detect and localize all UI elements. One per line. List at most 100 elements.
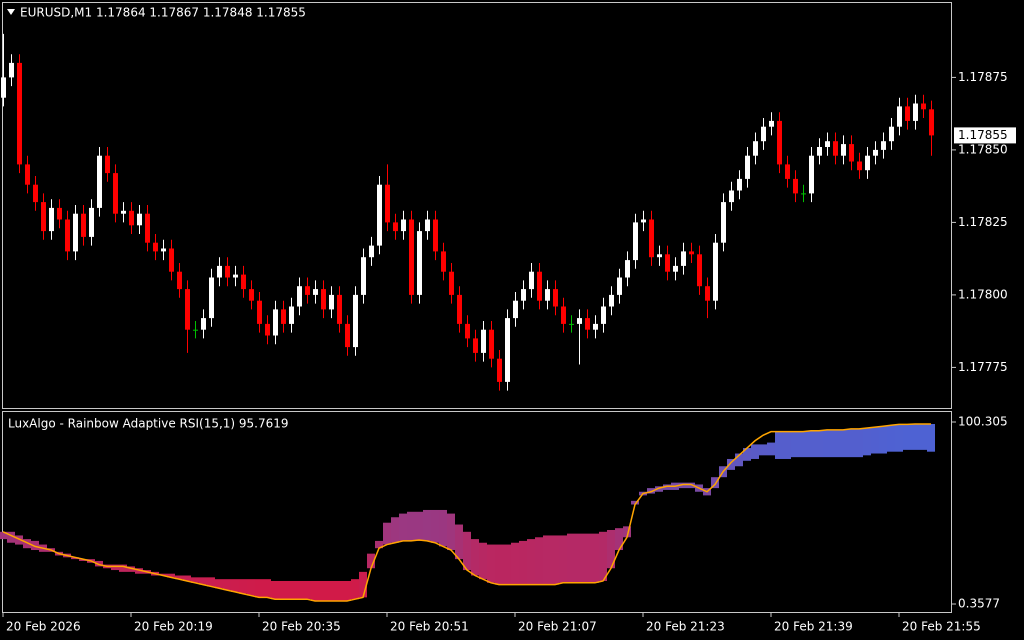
band-segment <box>743 448 751 461</box>
candle-body <box>465 323 470 339</box>
band-segment <box>7 531 15 543</box>
band-segment <box>343 580 351 602</box>
candle-body <box>705 286 710 301</box>
candle-body <box>137 213 142 226</box>
current-price-box <box>954 127 1016 144</box>
candle-body <box>641 219 646 223</box>
band-segment <box>223 579 231 591</box>
x-tick-label: 20 Feb 20:35 <box>262 620 341 634</box>
band-segment <box>79 559 87 561</box>
candle-body <box>681 251 686 266</box>
menu-triangle[interactable] <box>7 9 15 15</box>
candle-body <box>761 126 766 142</box>
band-segment <box>767 442 775 456</box>
band-segment <box>543 535 551 585</box>
band-segment <box>319 580 327 602</box>
candle-body <box>825 141 830 147</box>
y-tick-label: 1.17775 <box>958 360 1008 374</box>
candle-body <box>129 210 134 226</box>
candle-body <box>649 219 654 258</box>
candle-body <box>113 173 118 214</box>
band-segment <box>431 509 439 543</box>
band-segment <box>583 533 591 583</box>
candle-body <box>697 254 702 287</box>
band-segment <box>415 511 423 541</box>
band-segment <box>0 531 7 540</box>
candle-body <box>529 271 534 290</box>
band-segment <box>631 500 639 505</box>
band-segment <box>31 540 39 551</box>
current-price-label: 1.17855 <box>958 128 1008 142</box>
candle-body <box>713 242 718 301</box>
candle-body <box>457 294 462 324</box>
candle-body <box>625 260 630 278</box>
band-segment <box>23 539 31 549</box>
candle-body <box>337 294 342 324</box>
band-segment <box>879 426 887 454</box>
band-segment <box>199 577 207 585</box>
candle-body <box>281 309 286 324</box>
y-tick-label: 100.305 <box>958 415 1008 429</box>
candle-body <box>121 210 126 214</box>
band-segment <box>807 430 815 458</box>
candle-body <box>689 251 694 255</box>
band-segment <box>823 429 831 458</box>
candle-body <box>361 257 366 295</box>
candle-body <box>721 202 726 243</box>
candle-body <box>849 144 854 162</box>
band-segment <box>679 482 687 489</box>
band-segment <box>687 482 695 489</box>
band-segment <box>567 533 575 583</box>
band-segment <box>247 579 255 596</box>
candle-body <box>857 161 862 171</box>
x-tick-label: 20 Feb 21:39 <box>774 620 853 634</box>
candle-body <box>401 219 406 232</box>
band-segment <box>551 535 559 585</box>
band-segment <box>855 428 863 458</box>
candle-body <box>833 141 838 156</box>
band-segment <box>791 431 799 458</box>
band-segment <box>927 424 935 452</box>
x-tick-label: 20 Feb 21:55 <box>902 620 981 634</box>
candle-body <box>481 329 486 353</box>
indicator-panel <box>2 411 952 613</box>
candle-body <box>289 306 294 324</box>
candle-body <box>89 207 94 237</box>
band-segment <box>919 424 927 450</box>
band-segment <box>191 577 199 583</box>
candle-body <box>601 306 606 324</box>
band-segment <box>383 522 391 545</box>
band-segment <box>71 557 79 560</box>
band-segment <box>335 580 343 602</box>
candle-body <box>777 120 782 165</box>
candle-body <box>617 277 622 295</box>
band-segment <box>231 579 239 592</box>
band-segment <box>559 535 567 583</box>
band-segment <box>575 533 583 583</box>
candle-body <box>353 294 358 348</box>
band-segment <box>447 513 455 551</box>
band-segment <box>519 540 527 585</box>
candle-body <box>873 149 878 156</box>
y-tick-label: 1.17825 <box>958 215 1008 229</box>
x-tick-label: 20 Feb 2026 <box>6 620 81 634</box>
candle-body <box>793 178 798 194</box>
band-segment <box>663 484 671 490</box>
band-segment <box>831 429 839 458</box>
band-segment <box>591 533 599 583</box>
band-segment <box>607 529 615 569</box>
candle-body <box>225 265 230 278</box>
candle-body <box>193 329 198 331</box>
band-segment <box>799 431 807 458</box>
band-segment <box>167 573 175 578</box>
x-tick-label: 20 Feb 20:51 <box>390 620 469 634</box>
candle-body <box>513 300 518 319</box>
candle-body <box>561 306 566 324</box>
band-segment <box>295 580 303 600</box>
candle-body <box>241 274 246 290</box>
candle-body <box>801 193 806 195</box>
candle-body <box>577 318 582 324</box>
band-segment <box>423 509 431 541</box>
